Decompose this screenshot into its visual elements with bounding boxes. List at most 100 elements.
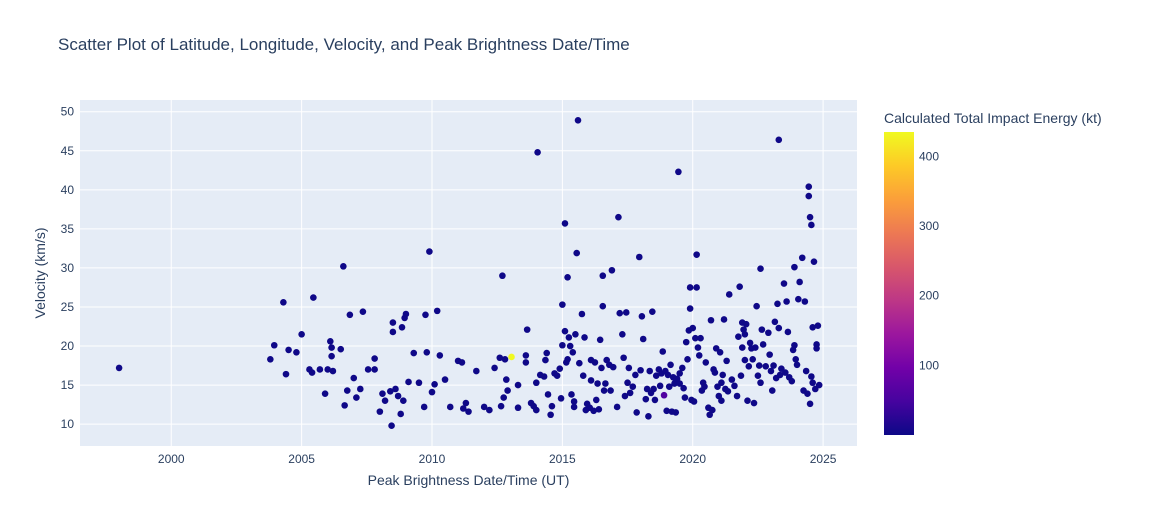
data-point <box>587 377 595 384</box>
data-point <box>665 383 673 390</box>
data-point <box>270 341 278 349</box>
data-point <box>731 382 738 390</box>
data-point <box>405 378 412 386</box>
data-point <box>770 362 777 369</box>
x-tick-label: 2005 <box>288 452 315 466</box>
data-point <box>376 408 384 415</box>
data-point <box>672 409 680 416</box>
data-point <box>626 389 634 397</box>
data-point <box>737 372 745 380</box>
data-points <box>115 117 823 429</box>
data-point <box>371 366 378 373</box>
data-point <box>622 309 630 316</box>
data-point <box>693 251 700 258</box>
data-point <box>402 310 410 318</box>
data-point <box>328 352 335 360</box>
data-point <box>426 248 433 255</box>
data-point <box>381 397 389 404</box>
data-point <box>389 319 397 326</box>
data-point <box>680 384 687 392</box>
data-point <box>689 324 697 332</box>
data-point <box>676 380 683 387</box>
data-point <box>801 298 809 305</box>
data-point <box>738 344 746 351</box>
data-point <box>692 334 699 342</box>
data-point <box>388 422 395 429</box>
data-point <box>733 392 741 400</box>
data-point <box>667 361 674 369</box>
data-point <box>735 333 742 340</box>
data-point <box>765 329 772 337</box>
data-point <box>659 348 667 355</box>
data-point <box>663 407 670 415</box>
data-point <box>570 403 578 411</box>
data-point <box>500 394 507 401</box>
data-point <box>791 341 798 349</box>
y-tick-labels: 10 15 20 25 30 35 40 45 50 <box>61 105 75 431</box>
data-point <box>809 323 816 331</box>
data-point <box>679 364 686 372</box>
data-point <box>638 313 646 320</box>
data-point <box>744 397 751 404</box>
data-point <box>329 367 337 375</box>
data-point <box>775 324 783 332</box>
data-point <box>458 359 466 366</box>
data-point <box>564 273 571 281</box>
data-point <box>431 380 438 388</box>
data-point <box>620 354 627 362</box>
data-point <box>534 149 541 156</box>
data-point <box>745 363 753 370</box>
data-point <box>806 400 814 408</box>
data-point <box>621 392 629 400</box>
data-point <box>353 394 360 401</box>
data-point <box>556 365 564 372</box>
data-point <box>645 413 652 420</box>
data-point <box>310 294 317 301</box>
data-point <box>285 346 292 354</box>
data-point <box>607 387 614 394</box>
data-point <box>298 331 305 338</box>
data-point <box>308 369 316 376</box>
data-point <box>480 403 488 411</box>
data-point <box>741 331 749 338</box>
data-point <box>616 309 624 317</box>
data-point <box>337 345 345 353</box>
data-point <box>650 385 657 393</box>
data-point <box>596 336 604 344</box>
data-point <box>815 381 823 389</box>
data-point <box>581 334 588 341</box>
data-point <box>497 402 505 410</box>
x-tick-label: 2000 <box>158 452 185 466</box>
data-point <box>503 376 510 383</box>
x-tick-labels: 2000 2005 2010 2015 2020 2025 <box>158 452 837 466</box>
data-point <box>508 353 515 361</box>
data-point <box>602 380 609 387</box>
y-tick-label: 40 <box>61 183 75 197</box>
data-point <box>394 392 402 400</box>
data-point <box>420 403 428 411</box>
data-point <box>501 356 509 363</box>
colorbar-tick-labels: 100 200 300 400 <box>919 149 939 372</box>
data-point <box>791 263 798 271</box>
data-point <box>578 310 586 318</box>
data-point <box>767 367 775 375</box>
y-tick-label: 20 <box>61 339 75 353</box>
data-point <box>428 388 436 396</box>
data-point <box>784 328 792 336</box>
data-point <box>592 396 600 404</box>
data-point <box>590 407 597 415</box>
data-point <box>810 258 818 265</box>
data-point <box>695 352 703 359</box>
data-point <box>652 372 660 380</box>
data-point <box>701 383 708 390</box>
x-tick-label: 2020 <box>679 452 706 466</box>
data-point <box>749 356 757 363</box>
data-point <box>774 300 781 308</box>
data-point <box>802 367 810 375</box>
x-axis-label: Peak Brightness Date/Time (UT) <box>368 472 570 488</box>
y-tick-label: 25 <box>61 300 75 314</box>
data-point <box>598 364 605 372</box>
colorbar-tick-label: 300 <box>919 219 939 233</box>
y-tick-label: 10 <box>61 417 75 431</box>
data-point <box>400 397 407 404</box>
